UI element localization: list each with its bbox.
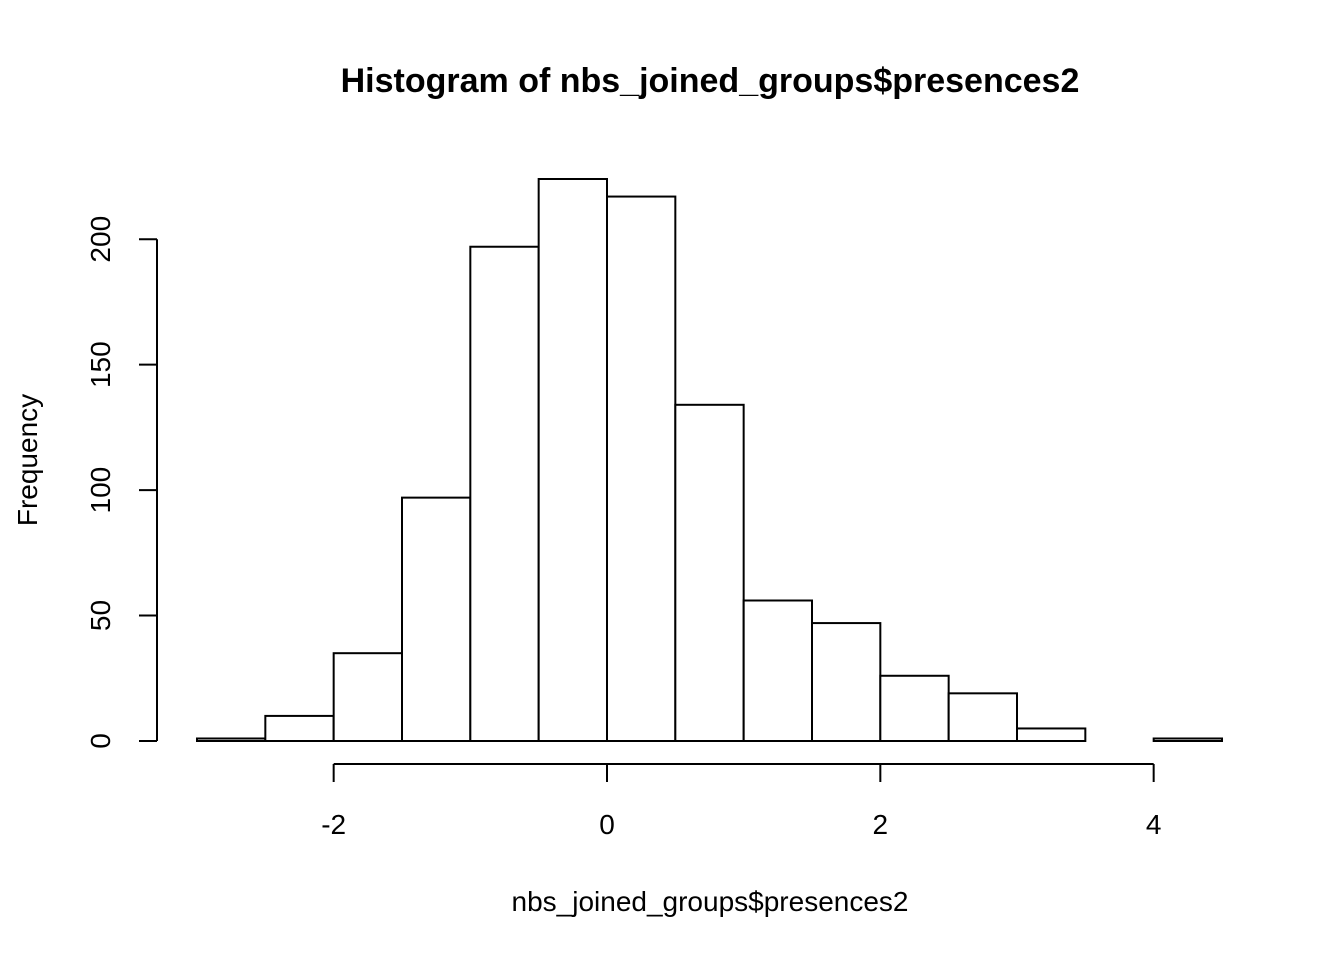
x-tick-label-1: 0 [599, 809, 615, 840]
x-tick-label-2: 2 [873, 809, 889, 840]
histogram-bar-1 [264, 714, 335, 742]
histogram-bar-5 [537, 178, 608, 742]
y-tick-label-2: 100 [85, 467, 116, 514]
y-tick-label-4: 200 [85, 216, 116, 263]
y-tick-label-1: 50 [85, 600, 116, 631]
y-tick-label-3: 150 [85, 341, 116, 388]
chart-title: Histogram of nbs_joined_groups$presences… [341, 62, 1080, 100]
histogram-bar-8 [742, 599, 813, 742]
x-axis: -2 0 2 4 [321, 763, 1162, 840]
histogram-bar-10 [879, 674, 950, 743]
histogram-bar-9 [811, 622, 882, 743]
histogram-bar-11 [947, 692, 1018, 743]
y-tick-label-0: 0 [85, 733, 116, 749]
histogram-bar-14 [1152, 737, 1224, 742]
y-axis: 0 50 100 150 200 [85, 216, 158, 749]
histogram-bars [196, 178, 1224, 743]
y-axis-label: Frequency [12, 394, 43, 526]
x-axis-label: nbs_joined_groups$presences2 [512, 886, 909, 917]
histogram-bar-6 [606, 195, 677, 742]
histogram-bar-7 [674, 403, 745, 742]
histogram-bar-12 [1016, 727, 1087, 743]
histogram-bar-4 [469, 245, 540, 743]
histogram-bar-2 [332, 652, 404, 742]
x-tick-label-3: 4 [1146, 809, 1162, 840]
x-tick-label-0: -2 [321, 809, 346, 840]
histogram-bar-0 [196, 737, 267, 742]
histogram-bar-3 [401, 496, 472, 742]
